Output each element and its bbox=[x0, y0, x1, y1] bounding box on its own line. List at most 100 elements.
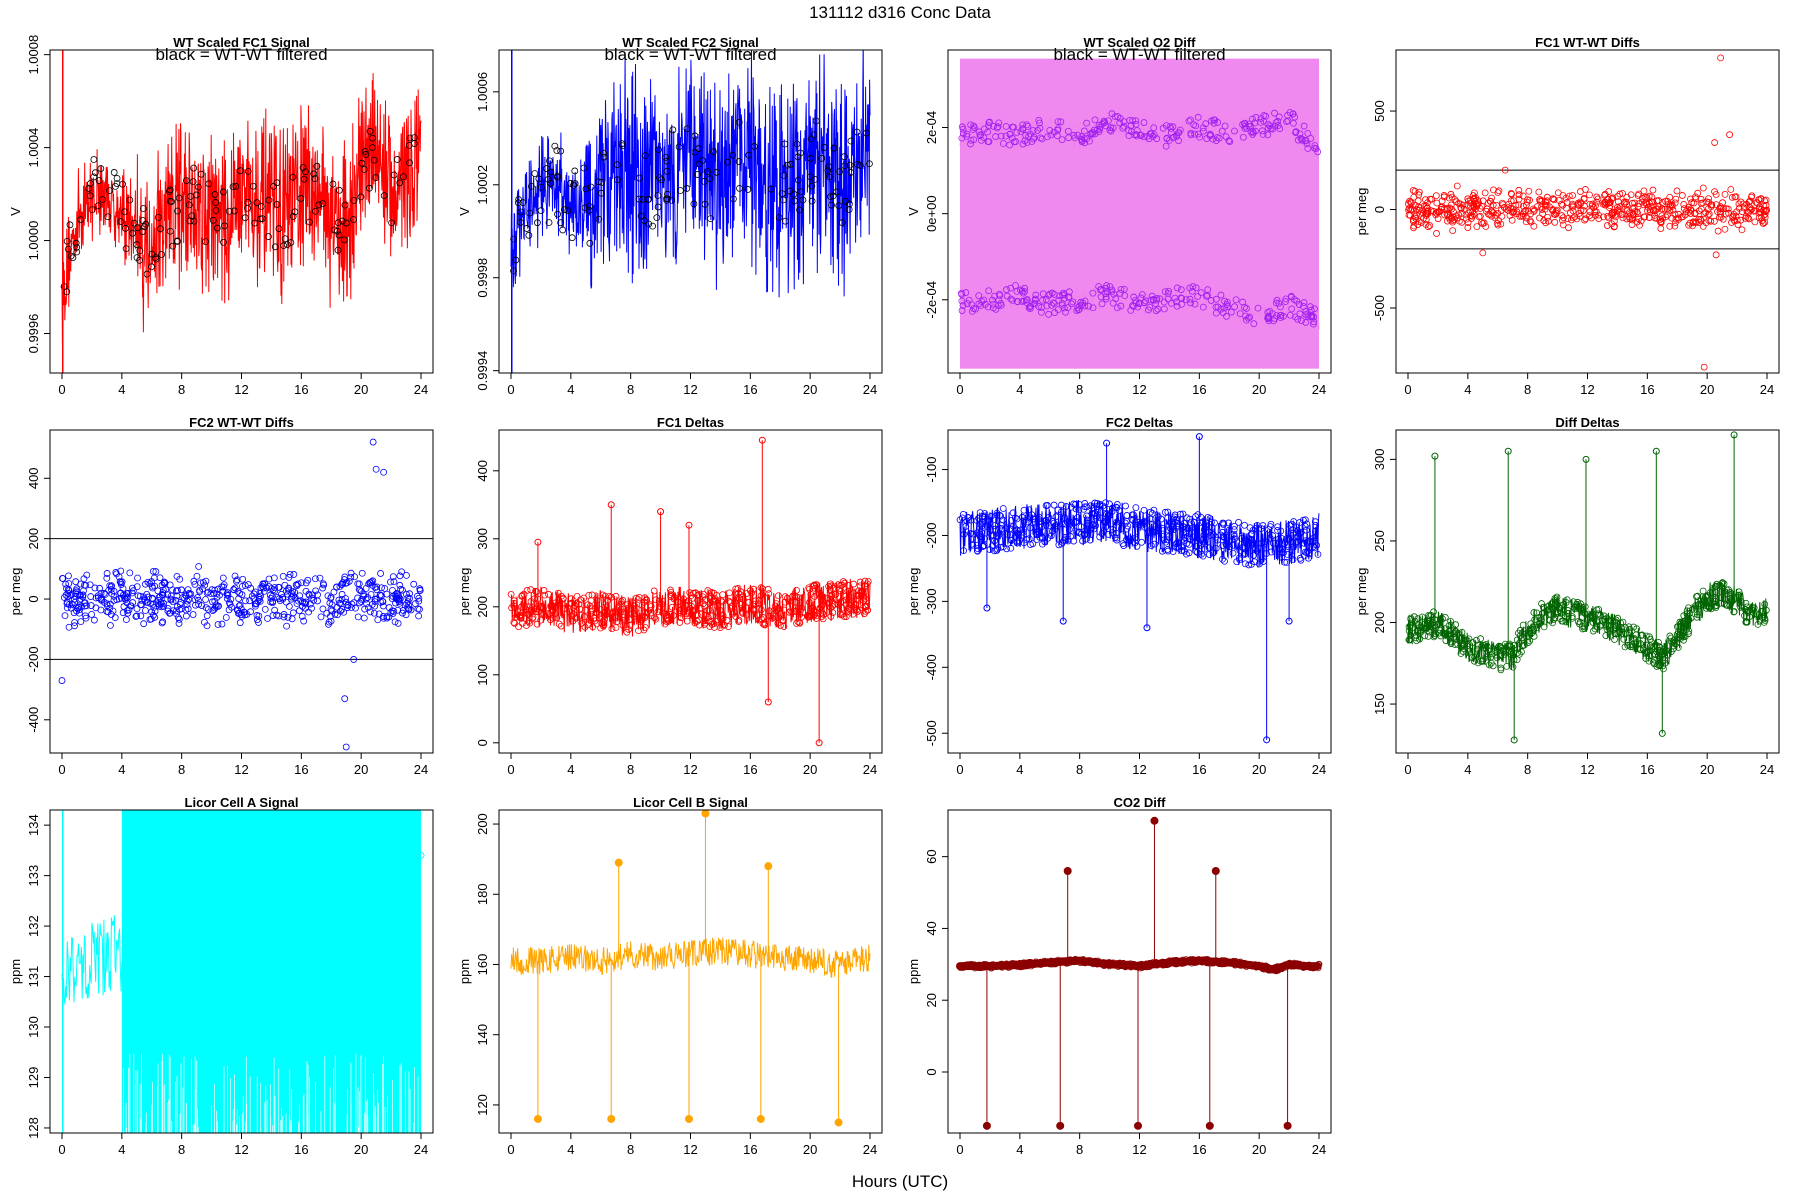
data-point bbox=[1306, 537, 1314, 545]
data-point bbox=[706, 595, 714, 603]
filtered-point bbox=[283, 241, 291, 249]
point-lower bbox=[1203, 292, 1210, 300]
diff-point bbox=[1571, 213, 1579, 221]
data-point bbox=[977, 528, 985, 536]
data-point bbox=[743, 611, 750, 619]
filtered-point bbox=[273, 179, 281, 187]
point-upper bbox=[1150, 124, 1158, 132]
data-point bbox=[1081, 500, 1089, 507]
point-upper bbox=[1037, 134, 1044, 142]
y-tick-label: 0 bbox=[475, 739, 490, 746]
data-point bbox=[1440, 630, 1448, 638]
filtered-point bbox=[675, 143, 683, 151]
point-lower bbox=[977, 302, 985, 309]
point-lower bbox=[1265, 314, 1273, 322]
diff-point bbox=[391, 618, 399, 626]
x-tick-label: 20 bbox=[1700, 762, 1714, 777]
diff-point bbox=[1551, 211, 1559, 218]
data-point bbox=[1123, 536, 1130, 544]
y-tick-label: 180 bbox=[475, 883, 490, 905]
diff-point bbox=[1625, 213, 1633, 221]
data-point bbox=[1183, 550, 1190, 558]
point-lower bbox=[989, 300, 997, 308]
filtered-point bbox=[526, 209, 534, 217]
point-upper bbox=[1196, 133, 1203, 141]
filtered-point bbox=[560, 206, 568, 214]
filtered-point bbox=[597, 189, 605, 197]
point-upper bbox=[1064, 127, 1072, 135]
diff-point bbox=[1458, 209, 1466, 217]
plot-area bbox=[510, 810, 871, 1127]
diff-point bbox=[279, 594, 287, 601]
filtered-point bbox=[658, 176, 665, 184]
data-point bbox=[1655, 638, 1662, 646]
x-tick-label: 20 bbox=[1252, 1142, 1266, 1157]
filtered-point bbox=[618, 140, 626, 148]
diff-point bbox=[233, 577, 240, 585]
point-lower bbox=[959, 302, 967, 309]
data-point bbox=[1108, 508, 1116, 516]
point-upper bbox=[1274, 122, 1282, 129]
diff-point bbox=[192, 601, 199, 609]
point-upper bbox=[1078, 138, 1086, 146]
filtered-point bbox=[585, 207, 593, 214]
x-tick-label: 24 bbox=[1312, 1142, 1326, 1157]
y-tick-label: 1.0002 bbox=[475, 165, 490, 205]
data-point bbox=[685, 601, 692, 609]
data-point bbox=[796, 611, 804, 618]
y-tick-label: 133 bbox=[26, 865, 41, 887]
filtered-point bbox=[836, 168, 844, 176]
data-point bbox=[690, 589, 697, 597]
data-point bbox=[1225, 519, 1233, 527]
diff-point bbox=[1552, 209, 1560, 217]
data-point bbox=[1474, 641, 1481, 649]
filtered-point bbox=[60, 283, 68, 290]
data-point bbox=[1416, 624, 1423, 631]
filtered-point bbox=[406, 134, 414, 142]
outlier-point bbox=[1712, 251, 1720, 259]
diff-point bbox=[1669, 206, 1677, 214]
data-point bbox=[1447, 617, 1455, 625]
data-line bbox=[959, 499, 1320, 568]
data-point bbox=[981, 535, 989, 543]
diff-point bbox=[405, 601, 413, 609]
diff-point bbox=[1494, 189, 1502, 196]
diff-point bbox=[1422, 221, 1430, 228]
point-upper bbox=[1126, 116, 1134, 124]
diff-point bbox=[175, 620, 183, 627]
diff-point bbox=[238, 605, 245, 613]
data-point bbox=[1642, 632, 1650, 640]
diff-point bbox=[218, 583, 226, 591]
filtered-point bbox=[835, 202, 843, 210]
data-point bbox=[1196, 539, 1204, 547]
diff-point bbox=[1426, 195, 1434, 203]
data-point bbox=[810, 581, 818, 589]
filtered-point bbox=[130, 219, 138, 227]
diff-point bbox=[132, 613, 140, 620]
diff-point bbox=[1525, 187, 1533, 195]
data-point bbox=[1643, 641, 1651, 649]
data-point bbox=[635, 594, 643, 601]
point-upper bbox=[981, 125, 988, 133]
data-point bbox=[1013, 515, 1021, 523]
point-upper bbox=[985, 119, 993, 126]
point-lower bbox=[1188, 287, 1196, 295]
spike-point bbox=[1652, 447, 1660, 455]
filtered-point bbox=[312, 207, 319, 215]
filtered-point bbox=[112, 182, 119, 190]
point-lower bbox=[1152, 307, 1160, 315]
panel-title: FC1 WT-WT Diffs bbox=[1535, 35, 1640, 50]
data-point bbox=[962, 522, 970, 530]
diff-point bbox=[195, 600, 203, 608]
filtered-point bbox=[197, 170, 205, 178]
x-tick-label: 8 bbox=[178, 762, 185, 777]
diff-point bbox=[202, 596, 209, 603]
filtered-point bbox=[745, 151, 753, 159]
data-point bbox=[1042, 521, 1050, 529]
x-tick-label: 24 bbox=[414, 382, 428, 397]
filtered-point bbox=[265, 196, 273, 204]
filtered-point bbox=[655, 146, 662, 154]
point-upper bbox=[1167, 129, 1175, 136]
diff-point bbox=[368, 581, 376, 589]
